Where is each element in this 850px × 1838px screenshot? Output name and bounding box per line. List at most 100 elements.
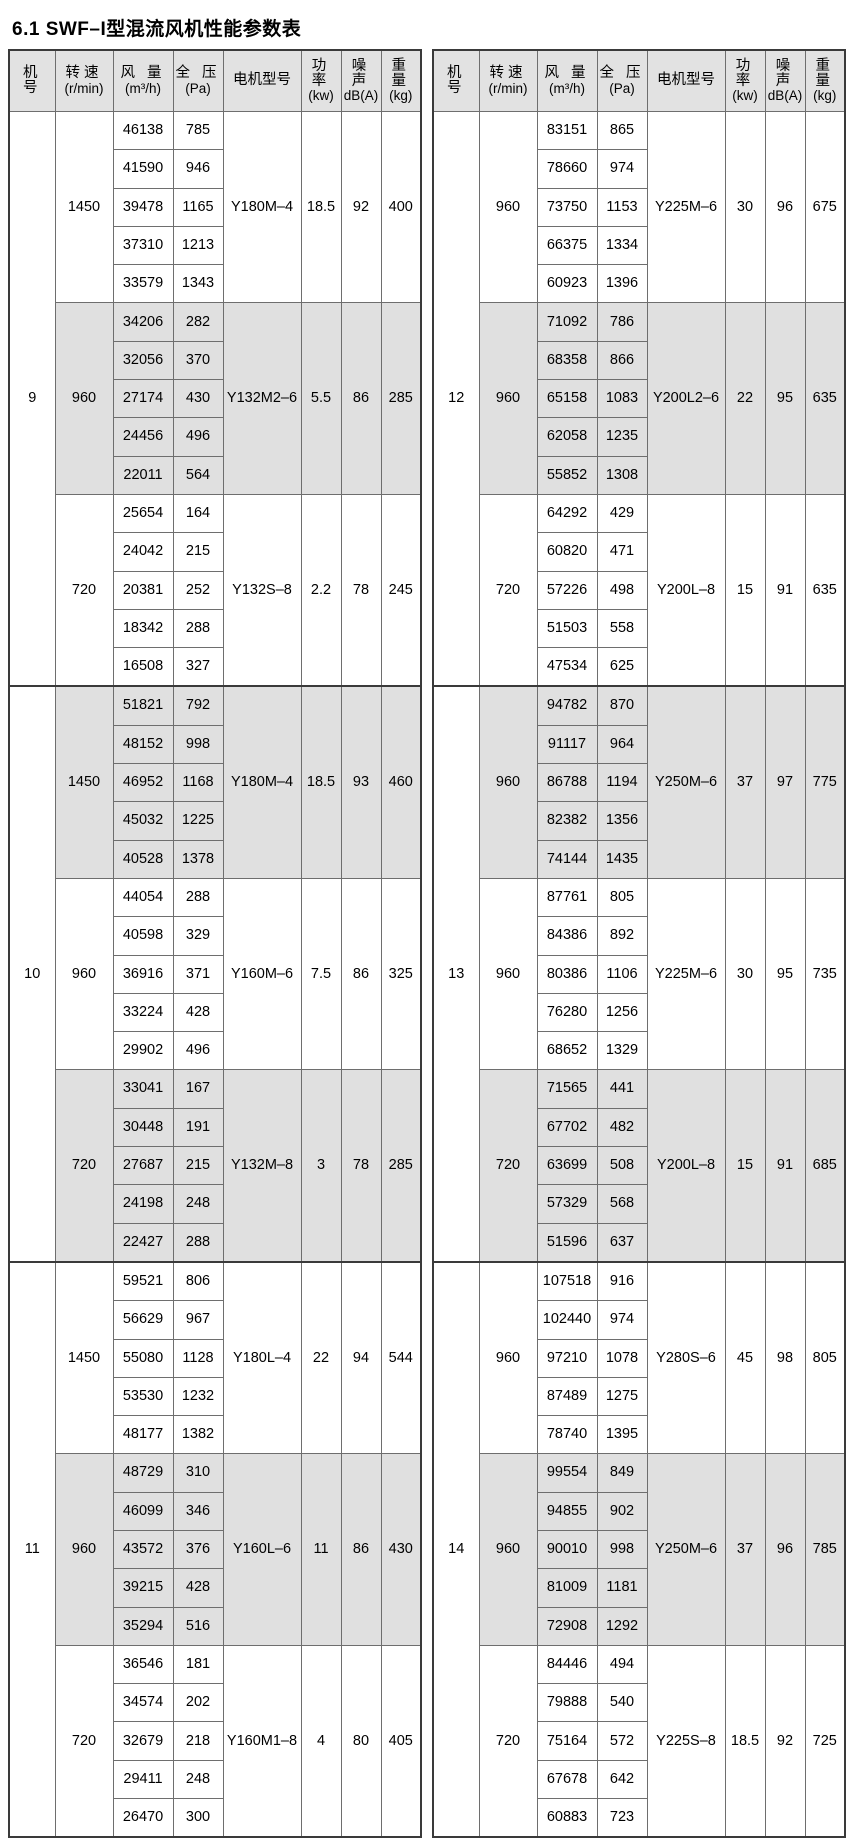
- cell-model-no: 12: [432, 111, 480, 687]
- table-row: 22011 564: [9, 455, 421, 495]
- cell-noise: 86: [340, 302, 382, 495]
- cell-noise: 92: [764, 1644, 806, 1838]
- cell-pressure: 441: [596, 1069, 648, 1109]
- cell-flow: 71092: [536, 302, 598, 342]
- cell-pressure: 300: [172, 1798, 224, 1838]
- cell-noise: 96: [764, 1453, 806, 1646]
- cell-flow: 35294: [112, 1606, 174, 1646]
- cell-power: 3: [300, 1069, 342, 1263]
- cell-flow: 75164: [536, 1721, 598, 1761]
- col-header-pressure: 全 压 (Pa): [172, 49, 224, 112]
- table-row: 720 64292 429 Y200L–8 15 91 635: [433, 493, 846, 687]
- table-row: 65158 1083: [433, 379, 845, 419]
- table-row: 960 44054 288 Y160M–6 7.5 86 325: [9, 877, 422, 1071]
- table-row: 74144 1435: [433, 839, 845, 879]
- cell-motor-type: Y160M–6: [222, 877, 302, 1071]
- table-row: 60923 1396: [433, 264, 845, 304]
- col-header-power: 功 率 (kw): [300, 49, 342, 112]
- cell-noise: 93: [340, 685, 382, 879]
- cell-pressure: 1292: [596, 1606, 648, 1646]
- cell-pressure: 429: [596, 493, 648, 534]
- header-text: 电机型号: [657, 72, 715, 89]
- cell-motor-type: Y160L–6: [222, 1453, 302, 1646]
- cell-pressure: 1382: [172, 1415, 224, 1455]
- cell-power: 37: [724, 1453, 766, 1646]
- table-body-left: 9 1450 46138 785 Y180M–4 18.5 92 400 41590 946 394…: [8, 110, 422, 1838]
- header-text: 电机型号: [233, 72, 291, 89]
- cell-noise: 97: [764, 685, 806, 879]
- spec-table-right: 机 号 转速 (r/min) 风 量 (m³/h) 全 压 (Pa) 电机型号: [432, 49, 846, 1838]
- cell-noise: 95: [764, 302, 806, 495]
- table-row: 51503 558: [433, 608, 845, 649]
- cell-flow: 26470: [112, 1798, 174, 1838]
- cell-pressure: 1356: [596, 801, 648, 841]
- cell-flow: 63699: [536, 1146, 598, 1186]
- cell-speed: 960: [478, 302, 538, 495]
- cell-weight: 325: [380, 877, 422, 1071]
- table-row: 68358 866: [433, 340, 845, 381]
- table-row: 16508 327: [9, 647, 421, 687]
- col-header-noise: 噪 声 dB(A): [340, 49, 382, 112]
- cell-motor-type: Y200L–8: [646, 1069, 726, 1263]
- cell-pressure: 1334: [596, 225, 648, 266]
- cell-motor-type: Y250M–6: [646, 1453, 726, 1646]
- cell-flow: 60883: [536, 1798, 598, 1838]
- cell-flow: 33041: [112, 1069, 174, 1109]
- cell-pressure: 1308: [596, 455, 648, 495]
- table-header-left: 机 号 转速 (r/min) 风 量 (m³/h) 全 压 (Pa) 电机型号: [8, 49, 422, 112]
- table-row: 12 960 83151 865 Y225M–6 30 96 675: [432, 110, 846, 687]
- cell-flow: 68358: [536, 340, 598, 381]
- cell-speed: 720: [54, 493, 114, 687]
- cell-pressure: 496: [172, 1031, 224, 1071]
- cell-motor-type: Y200L–8: [646, 493, 726, 687]
- cell-motor-type: Y180M–4: [222, 685, 302, 879]
- cell-pressure: 568: [596, 1184, 648, 1224]
- cell-pressure: 786: [596, 302, 648, 342]
- cell-flow: 67678: [536, 1759, 598, 1800]
- header-unit: (r/min): [488, 80, 528, 96]
- cell-flow: 60820: [536, 532, 598, 572]
- cell-weight: 685: [804, 1069, 846, 1263]
- cell-power: 5.5: [300, 302, 342, 495]
- cell-pressure: 288: [172, 608, 224, 649]
- cell-flow: 16508: [112, 647, 174, 687]
- cell-flow: 41590: [112, 149, 174, 189]
- table-row: 68652 1329: [433, 1031, 845, 1071]
- cell-flow: 29902: [112, 1031, 174, 1071]
- cell-flow: 46138: [112, 110, 174, 151]
- cell-weight: 725: [804, 1644, 846, 1838]
- table-row: 73750 1153: [433, 187, 845, 227]
- cell-flow: 24042: [112, 532, 174, 572]
- cell-speed: 720: [478, 1644, 538, 1838]
- cell-pressure: 849: [596, 1453, 648, 1493]
- table-row: 47534 625: [433, 647, 845, 687]
- cell-flow: 48729: [112, 1453, 174, 1493]
- cell-motor-type: Y225S–8: [646, 1644, 726, 1838]
- cell-pressure: 329: [172, 916, 224, 956]
- cell-pressure: 974: [596, 1300, 648, 1340]
- cell-weight: 285: [380, 302, 422, 495]
- cell-power: 45: [724, 1260, 766, 1455]
- table-row: 32056 370: [9, 340, 421, 381]
- cell-pressure: 508: [596, 1146, 648, 1186]
- cell-pressure: 288: [172, 877, 224, 918]
- cell-pressure: 202: [172, 1683, 224, 1723]
- header-text: 风 量: [544, 65, 590, 82]
- cell-pressure: 806: [172, 1260, 224, 1302]
- cell-pressure: 946: [172, 149, 224, 189]
- cell-weight: 405: [380, 1644, 422, 1838]
- cell-pressure: 191: [172, 1107, 224, 1148]
- cell-pressure: 1106: [596, 954, 648, 994]
- cell-speed: 960: [478, 1453, 538, 1646]
- cell-noise: 98: [764, 1260, 806, 1455]
- header-text: 风 量: [120, 65, 166, 82]
- cell-flow: 82382: [536, 801, 598, 841]
- table-row: 66375 1334: [433, 225, 845, 266]
- cell-speed: 960: [54, 302, 114, 495]
- cell-speed: 960: [478, 685, 538, 879]
- cell-flow: 72908: [536, 1606, 598, 1646]
- cell-pressure: 1213: [172, 225, 224, 266]
- cell-noise: 86: [340, 1453, 382, 1646]
- cell-flow: 51596: [536, 1222, 598, 1263]
- table-row: 84386 892: [433, 916, 845, 956]
